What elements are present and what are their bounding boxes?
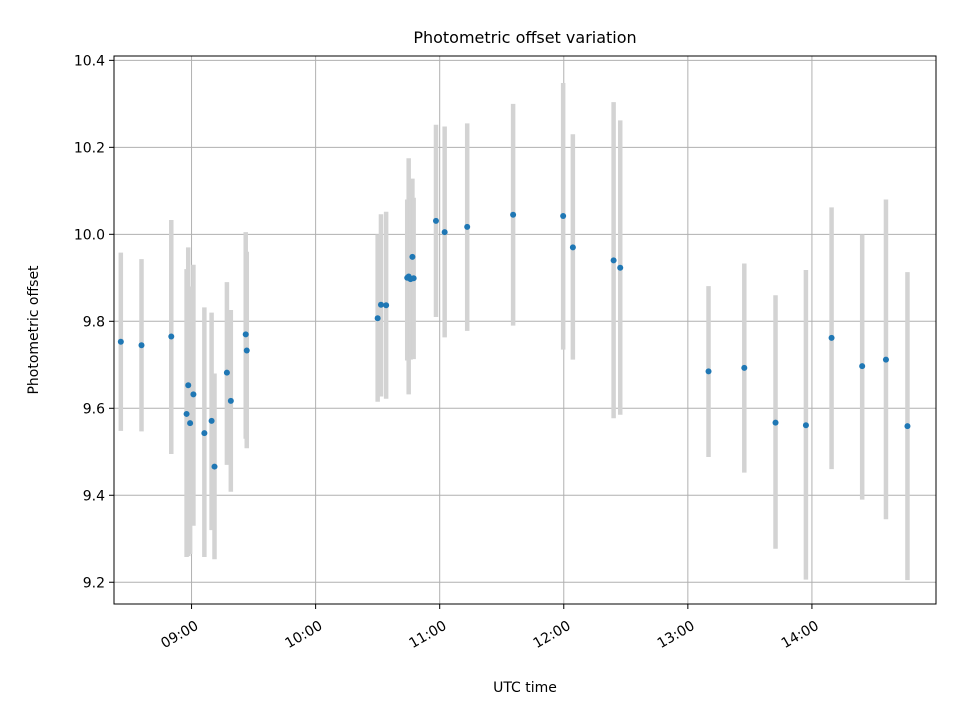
- y-tick-label: 10.0: [74, 227, 105, 243]
- data-point: [168, 333, 175, 340]
- data-point: [201, 430, 208, 437]
- data-point: [772, 419, 779, 426]
- data-point: [183, 410, 190, 417]
- data-point: [243, 347, 250, 354]
- data-point: [510, 211, 517, 218]
- y-tick-label: 9.8: [83, 314, 105, 330]
- data-point: [828, 334, 835, 341]
- data-point: [705, 368, 712, 375]
- chart-title: Photometric offset variation: [413, 28, 636, 47]
- data-point: [138, 342, 145, 349]
- data-point: [190, 391, 197, 398]
- data-point: [227, 397, 234, 404]
- data-point: [383, 302, 390, 309]
- data-point: [617, 264, 624, 271]
- y-tick-label: 10.4: [74, 53, 105, 69]
- plot-area: [114, 56, 936, 604]
- data-point: [117, 338, 124, 345]
- data-point: [904, 423, 911, 430]
- data-point: [560, 213, 567, 220]
- data-point: [859, 363, 866, 370]
- data-point: [882, 356, 889, 363]
- data-point: [610, 257, 617, 264]
- data-point: [185, 382, 192, 389]
- data-point: [374, 315, 381, 322]
- y-axis-label: Photometric offset: [26, 265, 42, 395]
- data-point: [802, 422, 809, 429]
- data-point: [441, 229, 448, 236]
- x-axis-label: UTC time: [493, 680, 557, 696]
- data-point: [223, 369, 230, 376]
- plot-frame: [113, 55, 937, 605]
- y-tick-label: 9.6: [83, 401, 105, 417]
- y-tick-label: 10.2: [74, 140, 105, 156]
- data-point: [741, 364, 748, 371]
- y-tick-label: 9.2: [83, 575, 105, 591]
- data-point: [569, 244, 576, 251]
- data-point: [377, 301, 384, 308]
- y-tick-label: 9.4: [83, 488, 105, 504]
- data-point: [432, 217, 439, 224]
- y-axis-ticks: 9.2 9.4 9.6 9.8 10.0 10.2 10.4: [74, 53, 114, 591]
- data-point: [410, 275, 417, 282]
- data-point: [187, 420, 194, 427]
- data-points: [117, 211, 911, 470]
- data-point: [211, 463, 218, 470]
- data-point: [464, 223, 471, 230]
- data-point: [242, 331, 249, 338]
- grid-lines: [114, 56, 936, 604]
- data-point: [409, 253, 416, 260]
- data-point: [208, 417, 215, 424]
